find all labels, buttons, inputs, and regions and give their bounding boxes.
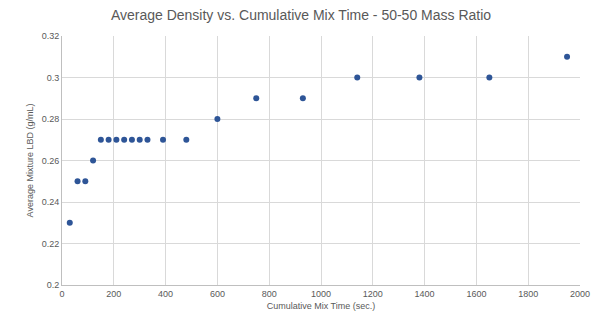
svg-text:200: 200 xyxy=(106,289,121,299)
svg-text:Cumulative Mix Time (sec.): Cumulative Mix Time (sec.) xyxy=(267,301,376,311)
svg-text:0.24: 0.24 xyxy=(42,197,60,207)
svg-text:2000: 2000 xyxy=(570,289,590,299)
svg-text:Average Density vs. Cumulative: Average Density vs. Cumulative Mix Time … xyxy=(111,7,491,23)
svg-text:1600: 1600 xyxy=(466,289,486,299)
svg-text:1200: 1200 xyxy=(363,289,383,299)
svg-text:800: 800 xyxy=(262,289,277,299)
svg-text:1000: 1000 xyxy=(311,289,331,299)
svg-text:0.26: 0.26 xyxy=(42,156,60,166)
svg-text:0.28: 0.28 xyxy=(42,114,60,124)
svg-text:400: 400 xyxy=(158,289,173,299)
svg-text:0.22: 0.22 xyxy=(42,239,60,249)
svg-text:600: 600 xyxy=(210,289,225,299)
svg-text:0.32: 0.32 xyxy=(42,31,60,41)
svg-text:Average Mixture LBD (g/mL): Average Mixture LBD (g/mL) xyxy=(25,104,35,218)
svg-text:1400: 1400 xyxy=(415,289,435,299)
svg-text:0.3: 0.3 xyxy=(47,73,60,83)
svg-text:1800: 1800 xyxy=(518,289,538,299)
svg-text:0.2: 0.2 xyxy=(47,280,60,290)
svg-text:0: 0 xyxy=(59,289,64,299)
